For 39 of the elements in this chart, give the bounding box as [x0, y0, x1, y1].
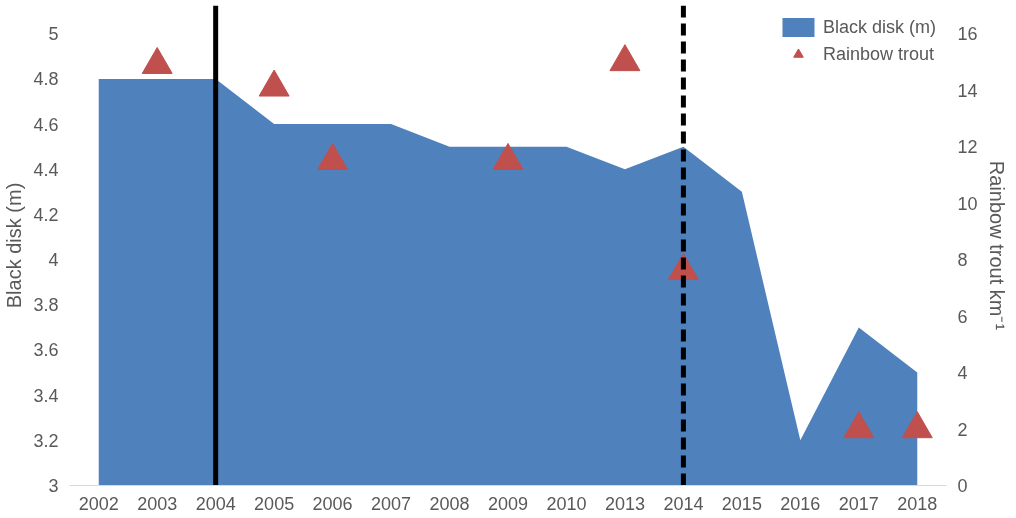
y2-tick-label: 8 — [957, 250, 968, 271]
y-tick-label: 4.6 — [33, 114, 59, 135]
y2-tick-label: 10 — [957, 193, 978, 214]
y-tick-label: 3 — [48, 476, 59, 496]
x-tick-label: 2005 — [254, 493, 295, 514]
x-tick-label: 2017 — [838, 493, 879, 514]
y2-tick-label: 0 — [957, 476, 968, 496]
x-tick-label: 2013 — [604, 493, 645, 514]
y-tick-label: 4 — [48, 250, 59, 271]
y-tick-label: 4.2 — [33, 204, 59, 225]
x-tick-label: 2006 — [312, 493, 353, 514]
y-tick-label: 3.4 — [33, 385, 59, 406]
x-tick-label: 2014 — [663, 493, 704, 514]
y-tick-label: 5 — [48, 24, 59, 45]
y2-tick-label: 2 — [957, 419, 968, 440]
y2-tick-label: 14 — [957, 80, 978, 101]
y-tick-label: 4.4 — [33, 159, 59, 180]
legend-label: Black disk (m) — [822, 16, 936, 38]
y-tick-label: 3.2 — [33, 430, 59, 451]
y2-tick-label: 4 — [957, 363, 968, 384]
x-tick-label: 2016 — [780, 493, 821, 514]
y2-tick-label: 6 — [957, 306, 968, 327]
legend-label: Rainbow trout — [822, 43, 935, 65]
x-tick-label: 2010 — [546, 493, 587, 514]
x-tick-label: 2015 — [721, 493, 762, 514]
y-tick-label: 3.8 — [33, 295, 59, 316]
y-tick-label: 3.6 — [33, 340, 59, 361]
x-tick-label: 2008 — [429, 493, 470, 514]
y2-tick-label: 16 — [957, 24, 978, 45]
x-tick-label: 2003 — [137, 493, 178, 514]
y-tick-label: 4.8 — [33, 69, 59, 90]
x-tick-label: 2004 — [195, 493, 236, 514]
x-tick-label: 2007 — [371, 493, 412, 514]
x-tick-label: 2009 — [487, 493, 529, 514]
y2-tick-label: 12 — [957, 137, 978, 158]
x-tick-label: 2018 — [897, 493, 938, 514]
x-tick-label: 2002 — [78, 493, 119, 514]
y2-axis-title: Rainbow trout km⁻¹ — [985, 160, 1008, 331]
y-axis-title: Black disk (m) — [3, 182, 26, 309]
